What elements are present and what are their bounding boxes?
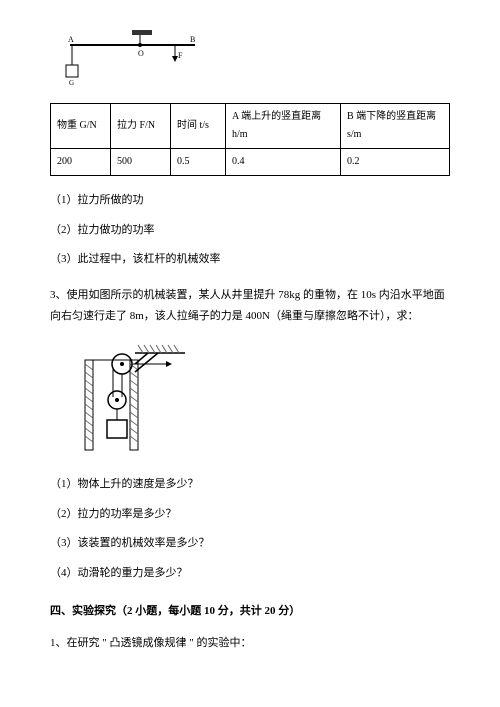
table-cell: 500 (111, 148, 171, 175)
table-cell: 0.5 (171, 148, 226, 175)
table-cell: 200 (51, 148, 111, 175)
label-G: G (69, 79, 74, 85)
label-B: B (190, 35, 195, 44)
problem-3-text: 3、使用如图所示的机械装置，某人从井里提升 78kg 的重物，在 10s 内沿水… (50, 285, 450, 327)
table-cell: 0.4 (226, 148, 341, 175)
question-line: （1）物体上升的速度是多少？ (50, 475, 450, 495)
question-line: （4）动滑轮的重力是多少？ (50, 564, 450, 584)
table-header: 时间 t/s (171, 103, 226, 148)
lever-diagram: O A B G F (60, 30, 450, 93)
table-header-row: 物重 G/N 拉力 F/N 时间 t/s A 端上升的竖直距离 h/m B 端下… (51, 103, 450, 148)
table-cell: 0.2 (341, 148, 450, 175)
table-header: 拉力 F/N (111, 103, 171, 148)
table-data-row: 200 500 0.5 0.4 0.2 (51, 148, 450, 175)
pulley-diagram (80, 342, 450, 460)
label-F: F (178, 51, 183, 60)
label-A: A (68, 35, 74, 44)
question-line: （1）拉力所做的功 (50, 191, 450, 211)
data-table: 物重 G/N 拉力 F/N 时间 t/s A 端上升的竖直距离 h/m B 端下… (50, 103, 450, 176)
question-line: （3）该装置的机械效率是多少？ (50, 534, 450, 554)
section-4-header: 四、实验探究（2 小题，每小题 10 分，共计 20 分） (50, 602, 450, 622)
table-header: B 端下降的竖直距离 s/m (341, 103, 450, 148)
label-O: O (138, 49, 144, 58)
section-4-q1: 1、在研究 " 凸透镜成像规律 " 的实验中： (50, 634, 450, 654)
table-header: A 端上升的竖直距离 h/m (226, 103, 341, 148)
table-header: 物重 G/N (51, 103, 111, 148)
question-line: （2）拉力的功率是多少？ (50, 505, 450, 525)
question-line: （3）此过程中，该杠杆的机械效率 (50, 250, 450, 270)
question-line: （2）拉力做功的功率 (50, 221, 450, 241)
